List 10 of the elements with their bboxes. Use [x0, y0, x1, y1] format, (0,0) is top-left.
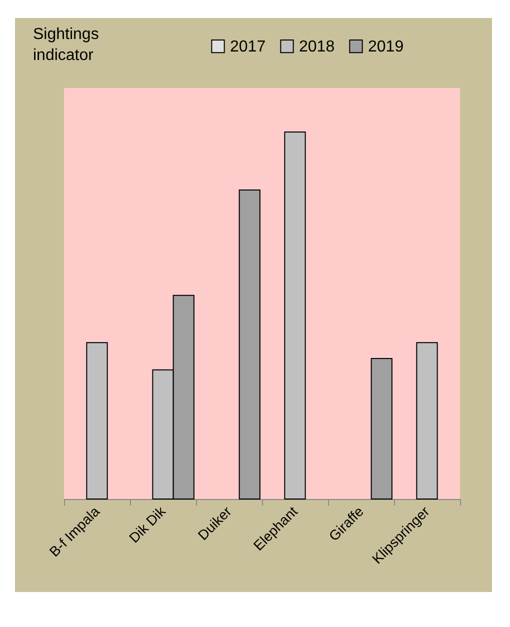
- legend-label: 2019: [368, 38, 404, 56]
- legend-label: 2017: [230, 38, 266, 56]
- text: Sightings indicator: [33, 25, 100, 66]
- x-tick-label: Dik Dik: [126, 502, 170, 546]
- bar: [86, 342, 108, 500]
- bar: [370, 358, 392, 500]
- bar: [284, 132, 306, 500]
- bar: [238, 190, 260, 500]
- bar: [416, 342, 438, 500]
- legend-label: 2018: [299, 38, 335, 56]
